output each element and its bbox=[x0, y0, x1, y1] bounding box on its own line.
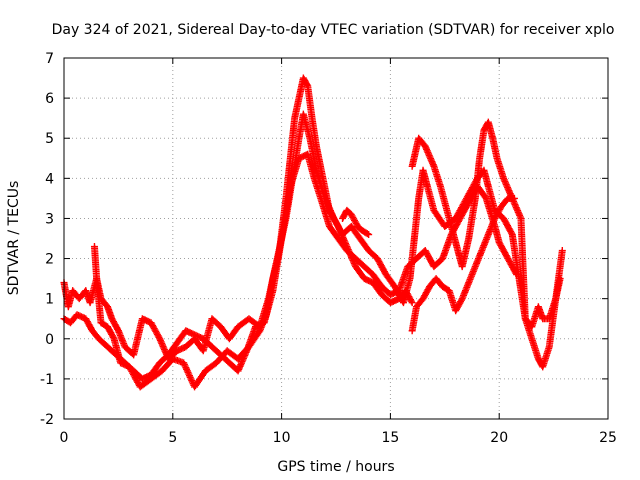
tick-layer: 0 5 10 15 20 25 -2 -1 0 1 2 3 4 5 6 7 bbox=[40, 51, 617, 446]
y-tick-label: -2 bbox=[40, 412, 54, 428]
y-tick-label: 0 bbox=[45, 332, 54, 348]
x-tick-label: 0 bbox=[60, 430, 69, 446]
data-point-track-a bbox=[187, 375, 195, 383]
x-tick-label: 10 bbox=[273, 430, 291, 446]
data-point-track-a bbox=[183, 365, 191, 373]
data-point-track-a bbox=[303, 81, 311, 89]
data-point-track-a bbox=[407, 297, 415, 305]
data-point-track-b bbox=[114, 325, 122, 333]
y-tick-label: 7 bbox=[45, 51, 54, 67]
data-point-track-a bbox=[180, 360, 188, 368]
data-point-track-a bbox=[185, 370, 193, 378]
data-point-track-a bbox=[181, 362, 189, 370]
y-tick-label: 4 bbox=[45, 171, 54, 187]
y-tick-label: -1 bbox=[40, 372, 54, 388]
data-point-track-a bbox=[185, 372, 193, 380]
data-point-track-b bbox=[507, 229, 515, 237]
x-axis-label: GPS time / hours bbox=[277, 459, 394, 475]
data-point-track-a bbox=[182, 364, 190, 372]
data-point-track-a bbox=[184, 368, 192, 376]
data-point-track-e bbox=[457, 296, 465, 304]
data-point-track-a bbox=[109, 333, 117, 341]
y-tick-label: 5 bbox=[45, 131, 54, 147]
data-point-track-f bbox=[363, 230, 371, 238]
data-point-track-e bbox=[510, 194, 518, 202]
y-tick-label: 1 bbox=[45, 292, 54, 308]
data-points bbox=[60, 74, 566, 391]
chart-title: Day 324 of 2021, Sidereal Day-to-day VTE… bbox=[52, 22, 615, 38]
data-point-track-a bbox=[186, 373, 194, 381]
data-point-track-a bbox=[180, 359, 188, 367]
y-tick-label: 2 bbox=[45, 252, 54, 268]
y-tick-label: 6 bbox=[45, 91, 54, 107]
x-tick-label: 20 bbox=[490, 430, 508, 446]
y-axis-label: SDTVAR / TECUs bbox=[6, 181, 22, 296]
data-point-track-a bbox=[183, 367, 191, 375]
x-tick-label: 25 bbox=[599, 430, 617, 446]
plot-frame bbox=[63, 57, 609, 420]
data-point-track-f bbox=[365, 230, 373, 238]
data-point-track-a bbox=[408, 299, 416, 307]
data-point-track-a bbox=[188, 376, 196, 384]
data-point-track-c bbox=[556, 275, 564, 283]
data-point-track-d bbox=[512, 269, 520, 277]
data-point-track-b bbox=[558, 247, 566, 255]
x-tick-label: 15 bbox=[381, 430, 399, 446]
x-tick-label: 5 bbox=[168, 430, 177, 446]
data-point-track-d bbox=[513, 271, 521, 279]
y-tick-label: 3 bbox=[45, 211, 54, 227]
